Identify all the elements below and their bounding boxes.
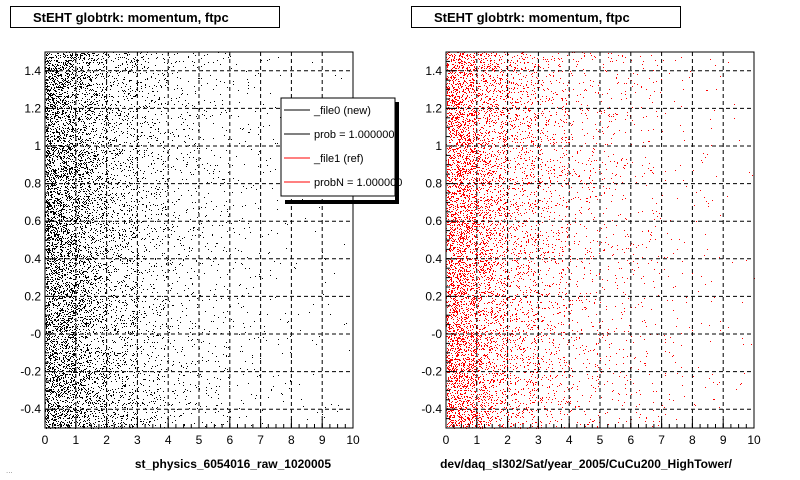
x-tick-label: 1 bbox=[473, 433, 480, 447]
x-tick-label: 8 bbox=[689, 433, 696, 447]
y-tick-label: 0.6 bbox=[24, 214, 41, 228]
x-tick-label: 10 bbox=[747, 433, 761, 447]
x-tick-label: 6 bbox=[627, 433, 634, 447]
x-axis-label-left: st_physics_6054016_raw_1020005 bbox=[135, 457, 331, 471]
y-tick-label: -0 bbox=[431, 327, 442, 341]
x-tick-label: 0 bbox=[42, 433, 49, 447]
grid-right bbox=[446, 52, 754, 428]
x-tick-label: 1 bbox=[72, 433, 79, 447]
x-tick-label: 5 bbox=[196, 433, 203, 447]
legend-label-probN: probN = 1.000000 bbox=[314, 177, 402, 189]
y-tick-label: -0.2 bbox=[20, 365, 41, 379]
x-axis-label-right: dev/daq_sl302/Sat/year_2005/CuCu200_High… bbox=[440, 457, 733, 471]
x-tick-label: 7 bbox=[658, 433, 665, 447]
x-tick-label: 7 bbox=[257, 433, 264, 447]
x-tick-label: 5 bbox=[597, 433, 604, 447]
x-tick-label: 4 bbox=[165, 433, 172, 447]
y-tick-label: 0.6 bbox=[425, 214, 442, 228]
y-tick-label: 1.4 bbox=[24, 64, 41, 78]
legend-shadow-bottom bbox=[285, 200, 399, 204]
legend-box bbox=[280, 97, 396, 197]
y-tick-label: 0.2 bbox=[425, 289, 442, 303]
x-tick-label: 4 bbox=[566, 433, 573, 447]
scatter-panel-left: 0 1 2 3 4 5 6 7 8 9 10 -0.4 -0.2 -0 0.2 0.4 0.6 0.8 1 1.2 1.… bbox=[20, 51, 360, 471]
legend: _file0 (new) prob = 1.000000 _file1 (ref… bbox=[280, 97, 402, 204]
y-tick-label: 1.2 bbox=[24, 101, 41, 115]
x-tick-label: 2 bbox=[504, 433, 511, 447]
y-tick-label: 1.2 bbox=[425, 101, 442, 115]
y-tick-label: 0.2 bbox=[24, 289, 41, 303]
y-tick-label: -0 bbox=[30, 327, 41, 341]
x-tick-label: 3 bbox=[134, 433, 141, 447]
scatter-panel-right: 0 1 2 3 4 5 6 7 8 9 10 -0.4 -0.2 -0 0.2 0.4 0.6 0.8 1 1.2 1.… bbox=[421, 51, 761, 471]
x-tick-label: 10 bbox=[346, 433, 360, 447]
grid-left bbox=[45, 52, 353, 428]
legend-shadow bbox=[395, 102, 399, 200]
x-tick-label: 9 bbox=[319, 433, 326, 447]
y-tick-label: 0.4 bbox=[425, 252, 442, 266]
x-tick-label: 0 bbox=[443, 433, 450, 447]
x-tick-label: 6 bbox=[226, 433, 233, 447]
y-tick-label: 1 bbox=[34, 139, 41, 153]
ticks-left: 0 1 2 3 4 5 6 7 8 9 10 -0.4 -0.2 -0 0.2 0.4 0.6 0.8 1 1.2 1.… bbox=[20, 60, 360, 447]
y-tick-label: 1.4 bbox=[425, 64, 442, 78]
legend-label-file1: _file1 (ref) bbox=[313, 153, 364, 165]
y-tick-label: -0.4 bbox=[421, 402, 442, 416]
x-tick-label: 3 bbox=[535, 433, 542, 447]
footer-note: ... bbox=[6, 466, 13, 475]
legend-label-file0: _file0 (new) bbox=[313, 105, 371, 117]
legend-label-prob: prob = 1.000000 bbox=[314, 129, 394, 141]
x-tick-label: 2 bbox=[103, 433, 110, 447]
x-tick-label: 8 bbox=[288, 433, 295, 447]
x-tick-label: 9 bbox=[720, 433, 727, 447]
y-tick-label: 0.8 bbox=[425, 177, 442, 191]
y-tick-label: 0.4 bbox=[24, 252, 41, 266]
y-tick-label: -0.4 bbox=[20, 402, 41, 416]
y-tick-label: -0.2 bbox=[421, 365, 442, 379]
y-tick-label: 0.8 bbox=[24, 177, 41, 191]
ticks-right: 0 1 2 3 4 5 6 7 8 9 10 -0.4 -0.2 -0 0.2 0.4 0.6 0.8 1 1.2 1.… bbox=[421, 60, 761, 447]
y-tick-label: 1 bbox=[435, 139, 442, 153]
plot-title-left: StEHT globtrk: momentum, ftpc bbox=[10, 6, 280, 28]
plot-title-right: StEHT globtrk: momentum, ftpc bbox=[411, 6, 681, 28]
